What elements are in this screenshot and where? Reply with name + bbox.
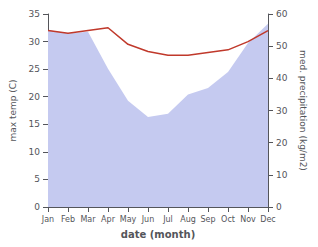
svg-text:Feb: Feb <box>61 215 75 224</box>
svg-text:30: 30 <box>29 37 41 47</box>
svg-text:40: 40 <box>276 73 288 83</box>
svg-text:Jan: Jan <box>41 215 54 224</box>
svg-text:May: May <box>120 215 137 224</box>
svg-text:Sep: Sep <box>200 215 215 224</box>
svg-text:Aug: Aug <box>180 215 196 224</box>
svg-text:35: 35 <box>29 9 40 19</box>
svg-text:0: 0 <box>34 202 40 212</box>
svg-text:10: 10 <box>276 170 288 180</box>
svg-text:Dec: Dec <box>260 215 275 224</box>
svg-text:30: 30 <box>276 106 288 116</box>
svg-text:25: 25 <box>29 64 40 74</box>
svg-text:Mar: Mar <box>80 215 96 224</box>
svg-text:Nov: Nov <box>240 215 256 224</box>
svg-text:med. precipitation (kg/m2): med. precipitation (kg/m2) <box>298 50 308 171</box>
svg-text:date (month): date (month) <box>121 229 195 240</box>
svg-text:20: 20 <box>276 138 288 148</box>
svg-text:10: 10 <box>29 147 41 157</box>
svg-text:60: 60 <box>276 9 288 19</box>
svg-text:Apr: Apr <box>101 215 116 224</box>
svg-text:20: 20 <box>29 92 41 102</box>
svg-text:Jun: Jun <box>141 215 155 224</box>
svg-text:max temp (C): max temp (C) <box>8 79 18 141</box>
svg-text:5: 5 <box>34 174 40 184</box>
svg-text:Jul: Jul <box>162 215 173 224</box>
svg-text:15: 15 <box>29 119 40 129</box>
svg-text:Oct: Oct <box>221 215 235 224</box>
svg-text:50: 50 <box>276 41 288 51</box>
svg-text:0: 0 <box>276 202 282 212</box>
